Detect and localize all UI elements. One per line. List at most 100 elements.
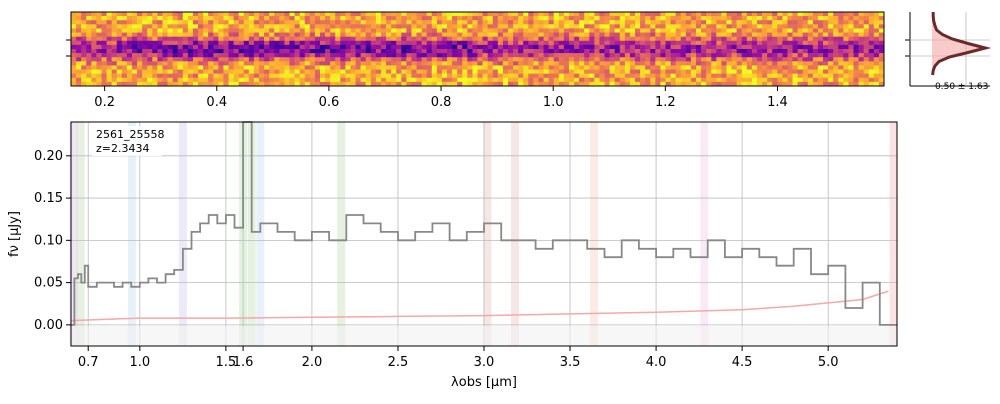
heatmap-cell [568,16,575,21]
heatmap-cell [640,65,646,70]
heatmap-cell [147,20,153,25]
heatmap-cell [86,36,92,42]
heatmap-cell [863,20,870,25]
heatmap-cell [101,61,107,66]
heatmap-cell [467,28,473,33]
heatmap-cell [289,61,295,66]
heatmap-cell [538,20,544,25]
heatmap-cell [507,24,514,29]
heatmap-cell [213,24,219,29]
heatmap-cell [487,36,494,42]
heatmap-cell [152,57,158,62]
heatmap-cell [838,12,844,17]
heatmap-cell [203,57,209,62]
heatmap-cell [243,65,250,70]
heatmap-cell [340,36,346,42]
heatmap-cell [756,12,763,17]
heatmap-cell [629,69,636,74]
heatmap-cell [335,44,341,50]
heatmap-cell [396,69,402,74]
heatmap-cell [121,12,128,17]
heatmap-cell [843,73,849,79]
heatmap-cell [609,69,615,74]
heatmap-cell [472,61,478,66]
heatmap-cell [858,81,864,87]
heatmap-cell [411,81,417,87]
heatmap-cell [203,16,209,21]
heatmap-cell [792,61,798,66]
heatmap-cell [772,61,778,66]
heatmap-cell [746,73,753,79]
heatmap-cell [243,81,250,87]
heatmap-cell [477,57,483,62]
heatmap-cell [736,44,743,50]
heatmap-cell [86,81,92,87]
grid-lines [71,122,897,346]
heatmap-cell [284,49,290,54]
heatmap-cell [772,81,778,87]
heatmap-cell [426,40,433,46]
heatmap-cell [589,20,595,25]
heatmap-cell [848,53,854,58]
heatmap-cell [741,20,748,25]
heatmap-cell [868,28,875,33]
heatmap-cell [701,24,707,29]
heatmap-cell [543,53,549,58]
heatmap-cell [716,65,722,70]
heatmap-cell [325,44,331,50]
heatmap-cell [401,49,407,54]
heatmap-cell [706,57,712,62]
heatmap-cell [543,73,549,79]
heatmap-cell [878,44,885,50]
heatmap-cell [640,73,646,79]
heatmap-cell [96,40,102,46]
heatmap-cell [558,36,565,42]
heatmap-cell [797,69,803,74]
heatmap-cell [685,65,692,70]
heatmap-cell [253,40,260,46]
heatmap-cell [269,36,275,42]
heatmap-cell [96,20,102,25]
heatmap-cell [436,24,443,29]
heatmap-cell [767,53,773,58]
heatmap-cell [208,49,214,54]
heatmap-cell [81,69,87,74]
zero-shade [71,326,897,346]
emission-band [511,122,519,346]
heatmap-cell [269,53,275,58]
heatmap-cell [685,73,692,79]
heatmap-cell [878,36,885,42]
heatmap-cell [579,36,585,42]
heatmap-cell [716,44,722,50]
heatmap-cell [447,53,453,58]
heatmap-cell [436,32,443,37]
heatmap-cell [878,32,885,37]
heatmap-cell [335,57,341,62]
heatmap-cell [548,40,555,46]
heatmap-cell [284,36,290,42]
heatmap-cell [380,40,387,46]
heatmap-cell [690,65,697,70]
heatmap-cell [823,77,829,83]
heatmap-cell [843,40,849,46]
heatmap-cell [589,40,595,46]
heatmap-cell [767,65,773,70]
heatmap-cell [264,16,270,21]
heatmap-cell [716,36,722,42]
heatmap-cell [756,40,763,46]
heatmap-cell [436,20,443,25]
heatmap-cell [843,57,849,62]
heatmap-cell [116,61,123,66]
heatmap-cell [86,32,92,37]
heatmap-cell [655,44,661,50]
heatmap-cell [289,32,295,37]
heatmap-cell [802,20,809,25]
heatmap-cell [868,20,875,25]
heatmap-cell [817,32,824,37]
heatmap-cell [518,44,524,50]
heatmap-cell [137,20,143,25]
heatmap-cell [228,32,234,37]
heatmap-cell [767,69,773,74]
heatmap-cell [706,32,712,37]
heatmap-cell [375,36,382,42]
